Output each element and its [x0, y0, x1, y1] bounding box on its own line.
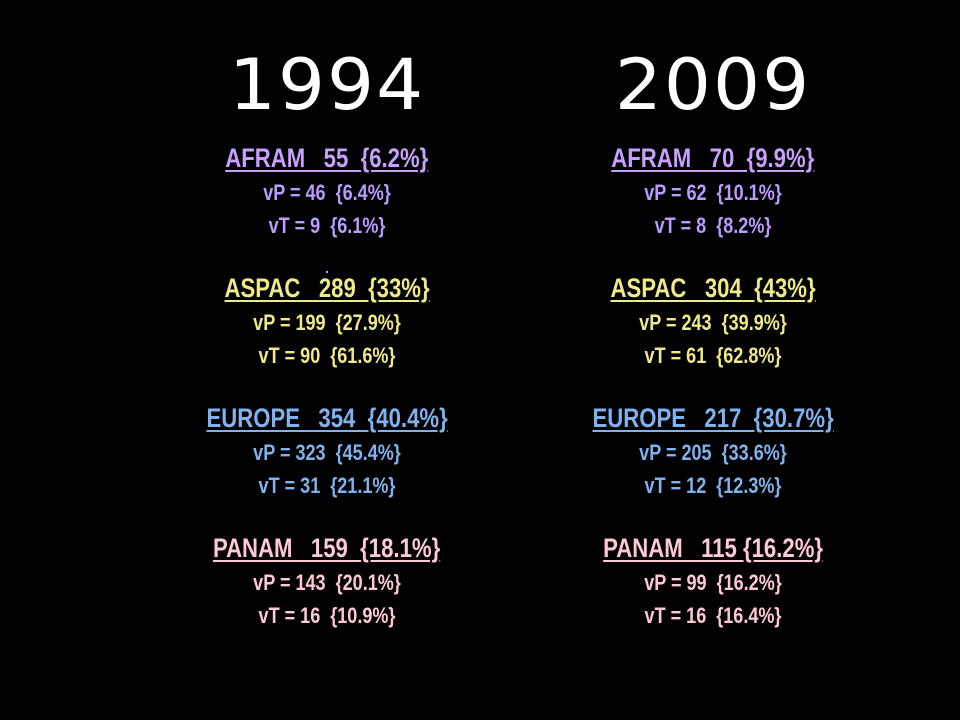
region-vt-afram: vT = 8 {8.2%}: [654, 213, 772, 238]
column-2009: 2009 AFRAM 70 {9.9%} vP = 62 {10.1%} vT …: [523, 40, 903, 660]
region-vt-panam: vT = 16 {16.4%}: [644, 603, 782, 628]
region-title-aspac: ASPAC 289 {33%}: [224, 273, 430, 303]
region-aspac-1994: ASPAC 289 {33%} vP = 199 {27.9%} vT = 90…: [137, 270, 517, 400]
region-vp-europe: vP = 323 {45.4%}: [253, 440, 401, 465]
region-europe-1994: EUROPE 354 {40.4%} vP = 323 {45.4%} vT =…: [137, 400, 517, 530]
region-panam-2009: PANAM 115 {16.2%} vP = 99 {16.2%} vT = 1…: [523, 530, 903, 660]
region-vt-afram: vT = 9 {6.1%}: [268, 213, 386, 238]
region-vp-aspac: vP = 199 {27.9%}: [253, 310, 401, 335]
region-vp-afram: vP = 62 {10.1%}: [644, 180, 782, 205]
region-vp-panam: vP = 143 {20.1%}: [253, 570, 401, 595]
region-aspac-2009: ASPAC 304 {43%} vP = 243 {39.9%} vT = 61…: [523, 270, 903, 400]
column-1994: 1994 AFRAM 55 {6.2%} vP = 46 {6.4%} vT =…: [137, 40, 517, 660]
region-title-aspac: ASPAC 304 {43%}: [610, 273, 816, 303]
region-vp-panam: vP = 99 {16.2%}: [644, 570, 782, 595]
region-vt-panam: vT = 16 {10.9%}: [258, 603, 396, 628]
year-heading-1994: 1994: [228, 44, 426, 127]
region-vt-aspac: vT = 61 {62.8%}: [644, 343, 782, 368]
region-panam-1994: PANAM 159 {18.1%} vP = 143 {20.1%} vT = …: [137, 530, 517, 660]
region-title-panam: PANAM 159 {18.1%}: [213, 533, 441, 563]
stray-dot-mark: [326, 271, 328, 273]
region-europe-2009: EUROPE 217 {30.7%} vP = 205 {33.6%} vT =…: [523, 400, 903, 530]
region-afram-2009: AFRAM 70 {9.9%} vP = 62 {10.1%} vT = 8 {…: [523, 140, 903, 270]
region-vt-europe: vT = 12 {12.3%}: [644, 473, 782, 498]
region-vp-europe: vP = 205 {33.6%}: [639, 440, 787, 465]
region-vt-aspac: vT = 90 {61.6%}: [258, 343, 396, 368]
region-title-afram: AFRAM 55 {6.2%}: [225, 143, 429, 173]
region-afram-1994: AFRAM 55 {6.2%} vP = 46 {6.4%} vT = 9 {6…: [137, 140, 517, 270]
region-title-europe: EUROPE 217 {30.7%}: [592, 403, 834, 433]
region-vp-afram: vP = 46 {6.4%}: [263, 180, 391, 205]
region-title-panam: PANAM 115 {16.2%}: [603, 533, 823, 563]
region-vt-europe: vT = 31 {21.1%}: [258, 473, 396, 498]
region-title-europe: EUROPE 354 {40.4%}: [206, 403, 448, 433]
year-heading-2009: 2009: [614, 44, 812, 127]
region-title-afram: AFRAM 70 {9.9%}: [611, 143, 815, 173]
region-vp-aspac: vP = 243 {39.9%}: [639, 310, 787, 335]
